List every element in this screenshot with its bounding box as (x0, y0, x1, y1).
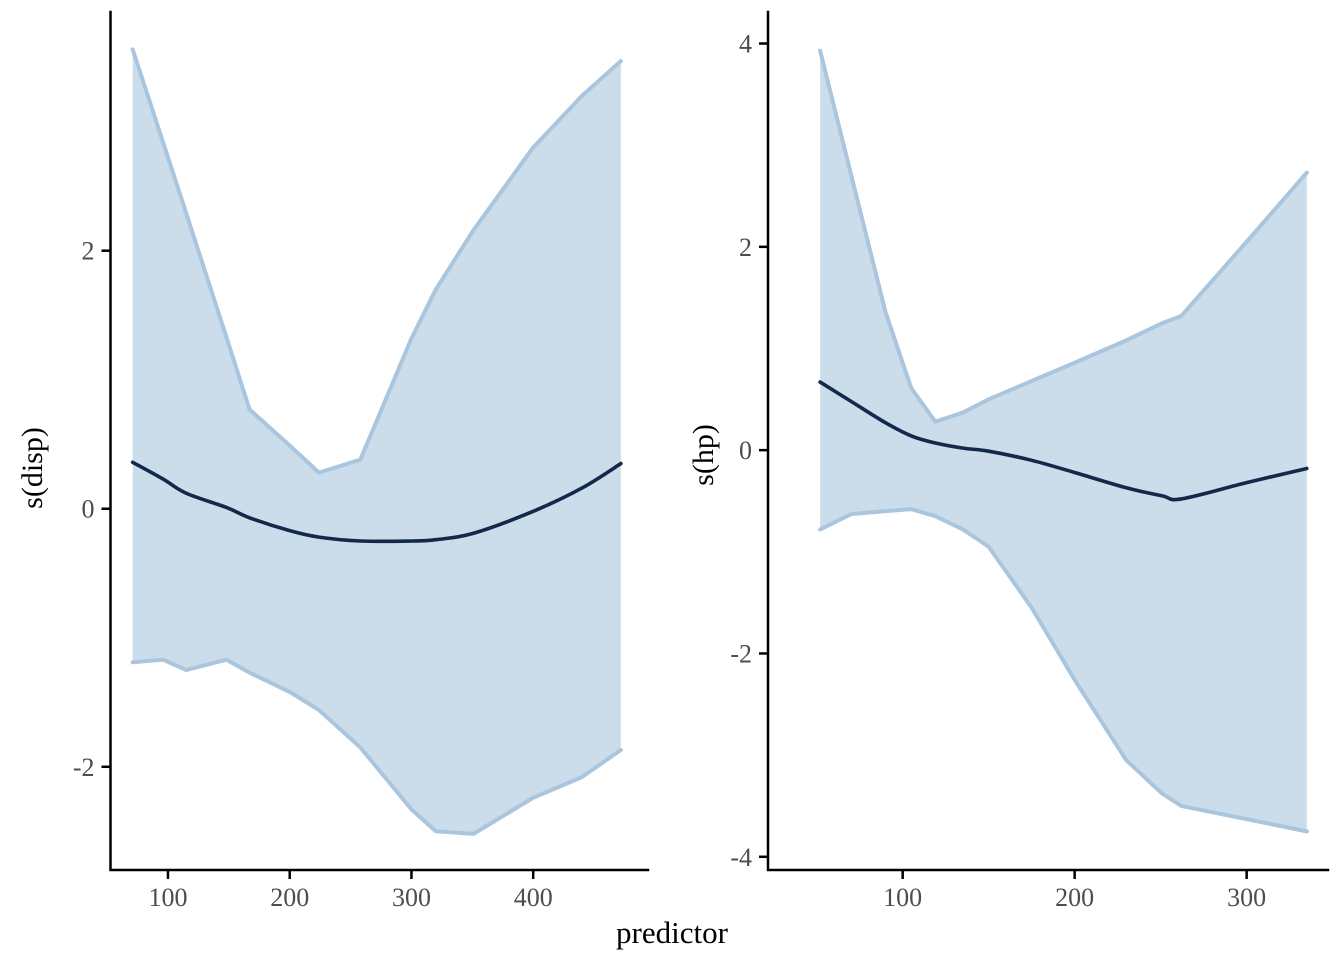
y-tick-label: -2 (73, 753, 95, 782)
axis-lines (766, 10, 1330, 872)
y-tick-label: -2 (730, 639, 752, 668)
y-tick-label: 4 (739, 30, 752, 59)
left-panel-y-axis-title: s(disp) (16, 427, 49, 509)
x-axis-title: predictor (616, 915, 728, 950)
ribbon-lower-edge (818, 507, 1309, 834)
axis-lines (109, 10, 650, 872)
x-tick-label: 300 (1227, 883, 1266, 912)
right-panel-y-axis-title: s(hp) (687, 424, 720, 486)
x-tick-label: 100 (883, 883, 922, 912)
ribbon-upper-edge (818, 48, 1309, 424)
ribbon-lower-edge (130, 657, 623, 836)
y-tick-label: -4 (730, 843, 752, 872)
x-tick-label: 400 (514, 883, 553, 912)
y-tick-label: 2 (82, 237, 95, 266)
x-tick-label: 200 (1055, 883, 1094, 912)
y-tick-label: 2 (739, 233, 752, 262)
x-tick-label: 300 (392, 883, 431, 912)
y-tick-label: 0 (82, 495, 95, 524)
confidence-ribbon (132, 49, 621, 834)
x-tick-label: 200 (270, 883, 309, 912)
ribbon-upper-edge (130, 47, 623, 475)
x-tick-label: 100 (148, 883, 187, 912)
y-tick-label: 0 (739, 436, 752, 465)
smooth-estimate-line (130, 460, 623, 544)
confidence-ribbon (820, 50, 1307, 832)
smooth-estimate-line (818, 380, 1309, 502)
